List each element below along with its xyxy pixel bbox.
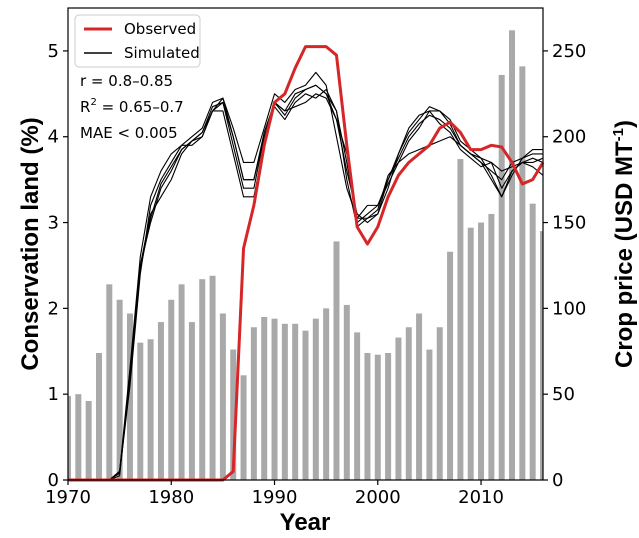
y-left-axis-ticks: 0 1 2 3 4 5 [48, 41, 68, 491]
crop-price-bar [488, 213, 495, 480]
crop-price-bar [116, 299, 123, 480]
crop-price-bar [385, 352, 392, 480]
crop-price-bar [292, 323, 299, 480]
x-tick-label: 2010 [458, 487, 504, 508]
crop-price-bar [312, 318, 319, 480]
y-right-tick-label: 50 [552, 384, 575, 405]
crop-price-bar [509, 30, 516, 481]
crop-price-bar [230, 349, 237, 480]
x-tick-label: 1970 [45, 487, 91, 508]
x-tick-label: 1990 [252, 487, 298, 508]
crop-price-bar [447, 251, 454, 480]
crop-price-bar [250, 327, 257, 480]
crop-price-bar [209, 275, 216, 480]
y-right-axis-title: Crop price (USD MT-1) [610, 120, 638, 368]
y-left-tick-label: 0 [48, 470, 59, 491]
legend: Observed Simulated [74, 14, 201, 68]
crop-price-bar [374, 354, 381, 480]
crop-price-bar [188, 322, 195, 480]
observed-line-group [68, 45, 545, 482]
plot-frame [67, 7, 544, 481]
crop-price-bar [106, 284, 113, 480]
simulated-lines [68, 71, 544, 481]
crop-price-bar [540, 231, 543, 480]
simulated-line [68, 71, 543, 481]
y-right-tick-label: 150 [552, 213, 586, 234]
x-axis-title: Year [280, 509, 331, 536]
y-left-tick-label: 5 [48, 41, 59, 62]
y-right-axis-title-superscript: -1 [610, 128, 627, 141]
crop-price-bars [68, 30, 543, 481]
crop-price-bar [302, 330, 309, 480]
crop-price-bar [498, 74, 505, 480]
legend-observed-label: Observed [124, 20, 196, 38]
crop-price-bar [405, 327, 412, 480]
crop-price-bar [85, 401, 92, 480]
crop-price-bar [354, 332, 361, 480]
annotation-mae: MAE < 0.005 [80, 124, 178, 142]
crop-price-bar [416, 313, 423, 480]
crop-price-bar [364, 352, 371, 480]
crop-price-bar [436, 327, 443, 480]
crop-price-bar [467, 227, 474, 480]
y-right-axis-ticks: 0 50 100 150 200 250 [543, 41, 586, 491]
crop-price-bar [261, 316, 268, 480]
annotation-r-squared: R2 = 0.65–0.7 [80, 97, 184, 116]
y-left-tick-label: 1 [48, 384, 59, 405]
crop-price-bar [478, 222, 485, 481]
y-left-axis-title: Conservation land (%) [17, 117, 44, 370]
crop-price-bar [147, 339, 154, 480]
crop-price-bar [343, 304, 350, 480]
crop-price-bar [281, 323, 288, 480]
y-right-axis-title-base: Crop price (USD MT [611, 141, 638, 368]
observed-line [68, 45, 545, 482]
legend-simulated-label: Simulated [124, 44, 200, 62]
crop-price-bar [68, 395, 71, 480]
y-left-tick-label: 3 [48, 213, 59, 234]
crop-price-bar [323, 308, 330, 480]
y-right-tick-label: 200 [552, 127, 586, 148]
crop-price-bar [219, 313, 226, 480]
y-left-tick-label: 4 [48, 127, 59, 148]
crop-price-bar [178, 284, 185, 480]
crop-price-bar [426, 349, 433, 480]
annotation-r2-superscript: 2 [90, 97, 96, 108]
crop-price-bar [271, 318, 278, 480]
y-right-tick-label: 0 [552, 470, 563, 491]
crop-price-bar [168, 299, 175, 480]
annotation-r: r = 0.8–0.85 [80, 72, 173, 90]
crop-price-bar [333, 241, 340, 480]
y-left-tick-label: 2 [48, 298, 59, 319]
x-tick-label: 2000 [355, 487, 401, 508]
crop-price-bar [199, 279, 206, 480]
crop-price-bar [395, 337, 402, 480]
annotation-r2-rest: = 0.65–0.7 [97, 98, 184, 116]
crop-price-bar [95, 352, 102, 480]
x-axis-ticks: 1970 1980 1990 2000 2010 [45, 480, 504, 508]
crop-price-bar [240, 375, 247, 480]
crop-price-bar [75, 394, 82, 480]
crop-price-bar [137, 342, 144, 480]
crop-price-bar [529, 203, 536, 481]
annotation-r2-base: R [80, 98, 90, 116]
crop-price-bar [457, 159, 464, 481]
crop-price-bar [519, 66, 526, 481]
crop-price-bar [157, 322, 164, 480]
y-right-axis-title-end: ) [611, 120, 638, 128]
simulated-line [68, 84, 544, 481]
crop-price-bar [126, 313, 133, 480]
y-right-tick-label: 250 [552, 41, 586, 62]
x-tick-label: 1980 [148, 487, 194, 508]
y-right-tick-label: 100 [552, 298, 586, 319]
